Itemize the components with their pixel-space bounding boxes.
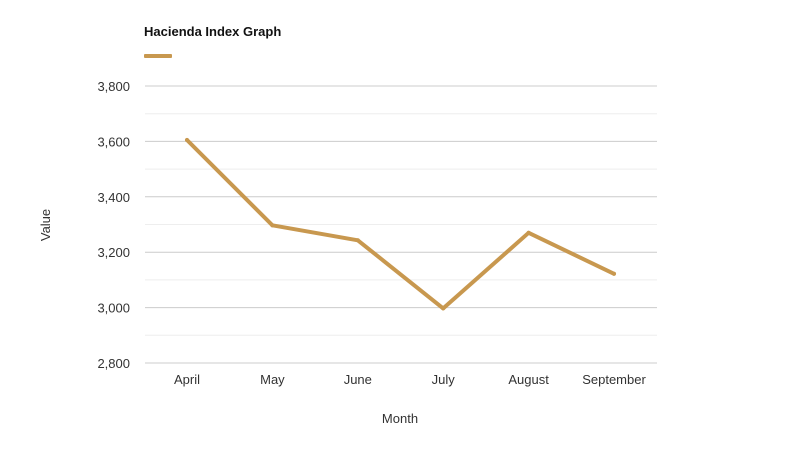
data-point	[526, 230, 531, 235]
x-axis-ticks: April May June July August September	[174, 372, 646, 387]
legend-swatch	[144, 54, 172, 58]
y-axis-title: Value	[38, 209, 53, 241]
x-tick-label: July	[432, 372, 456, 387]
x-tick-label: September	[582, 372, 646, 387]
series-line	[185, 138, 616, 311]
x-axis-title: Month	[382, 411, 418, 426]
data-point	[612, 271, 616, 276]
data-point	[355, 238, 360, 243]
data-point	[185, 138, 189, 143]
y-tick-label: 3,000	[97, 301, 130, 316]
x-tick-label: August	[508, 372, 549, 387]
x-tick-label: April	[174, 372, 200, 387]
data-point	[441, 306, 446, 311]
y-tick-label: 3,200	[97, 245, 130, 260]
series-layer	[185, 138, 616, 311]
y-tick-label: 3,600	[97, 134, 130, 149]
y-tick-label: 2,800	[97, 356, 130, 371]
x-tick-label: June	[344, 372, 372, 387]
y-tick-label: 3,400	[97, 190, 130, 205]
x-tick-label: May	[260, 372, 285, 387]
chart-title: Hacienda Index Graph	[144, 24, 282, 39]
grid-lines	[145, 85, 657, 364]
y-tick-label: 3,800	[97, 79, 130, 94]
data-point	[270, 223, 275, 228]
y-axis-ticks: 2,800 3,000 3,200 3,400 3,600 3,800	[97, 79, 130, 371]
